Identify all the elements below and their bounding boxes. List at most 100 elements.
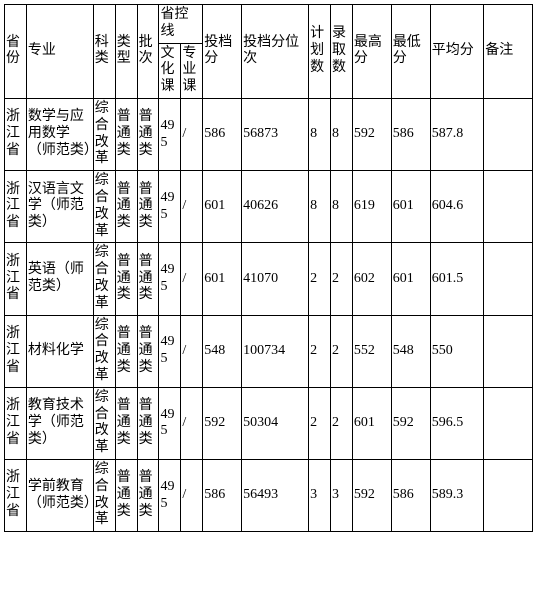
header-toudang-fen: 投档分 — [203, 5, 242, 99]
cell-toudang-weici: 56493 — [242, 459, 309, 531]
cell-subject: 综合改革 — [93, 171, 115, 243]
header-toudang-weici: 投档分位次 — [242, 5, 309, 99]
cell-culture: 495 — [159, 459, 181, 531]
table-row: 浙江省汉语言文学（师范类）综合改革普通类普通类495/6014062688619… — [5, 171, 533, 243]
cell-remark — [484, 315, 533, 387]
cell-subject: 综合改革 — [93, 243, 115, 315]
cell-avg-score: 596.5 — [430, 387, 484, 459]
cell-avg-score: 550 — [430, 315, 484, 387]
cell-type: 普通类 — [115, 98, 137, 170]
table-row: 浙江省教育技术学（师范类）综合改革普通类普通类495/5925030422601… — [5, 387, 533, 459]
cell-avg-score: 601.5 — [430, 243, 484, 315]
cell-subject: 综合改革 — [93, 315, 115, 387]
cell-type: 普通类 — [115, 387, 137, 459]
cell-major: 教育技术学（师范类） — [26, 387, 93, 459]
cell-type: 普通类 — [115, 171, 137, 243]
cell-toudang-fen: 592 — [203, 387, 242, 459]
cell-major: 材料化学 — [26, 315, 93, 387]
cell-major: 学前教育（师范类） — [26, 459, 93, 531]
header-remark: 备注 — [484, 5, 533, 99]
header-admit-num: 录取数 — [330, 5, 352, 99]
cell-culture: 495 — [159, 98, 181, 170]
cell-prof-course: / — [181, 387, 203, 459]
cell-batch: 普通类 — [137, 98, 159, 170]
cell-type: 普通类 — [115, 459, 137, 531]
cell-max-score: 601 — [352, 387, 391, 459]
cell-batch: 普通类 — [137, 243, 159, 315]
cell-province: 浙江省 — [5, 98, 27, 170]
header-max-score: 最高分 — [352, 5, 391, 99]
cell-prof-course: / — [181, 315, 203, 387]
cell-max-score: 602 — [352, 243, 391, 315]
cell-toudang-fen: 586 — [203, 98, 242, 170]
header-min-score: 最低分 — [391, 5, 430, 99]
cell-prof-course: / — [181, 459, 203, 531]
cell-major: 数学与应用数学（师范类） — [26, 98, 93, 170]
table-row: 浙江省英语（师范类）综合改革普通类普通类495/6014107022602601… — [5, 243, 533, 315]
header-major: 专业 — [26, 5, 93, 99]
cell-max-score: 552 — [352, 315, 391, 387]
cell-remark — [484, 171, 533, 243]
cell-min-score: 601 — [391, 243, 430, 315]
cell-type: 普通类 — [115, 315, 137, 387]
cell-province: 浙江省 — [5, 315, 27, 387]
table-header: 省份 专业 科类 类型 批次 省控线 投档分 投档分位次 计划数 录取数 最高分… — [5, 5, 533, 99]
cell-batch: 普通类 — [137, 315, 159, 387]
cell-toudang-fen: 601 — [203, 171, 242, 243]
cell-toudang-fen: 548 — [203, 315, 242, 387]
cell-min-score: 586 — [391, 459, 430, 531]
cell-admit-num: 8 — [330, 98, 352, 170]
cell-province: 浙江省 — [5, 171, 27, 243]
table-row: 浙江省材料化学综合改革普通类普通类495/5481007342255254855… — [5, 315, 533, 387]
cell-batch: 普通类 — [137, 459, 159, 531]
cell-avg-score: 604.6 — [430, 171, 484, 243]
header-prof-course: 专业课 — [181, 43, 203, 98]
cell-toudang-fen: 586 — [203, 459, 242, 531]
cell-toudang-fen: 601 — [203, 243, 242, 315]
header-control-line: 省控线 — [159, 5, 203, 44]
header-culture: 文化课 — [159, 43, 181, 98]
cell-remark — [484, 98, 533, 170]
cell-culture: 495 — [159, 243, 181, 315]
cell-plan-num: 2 — [309, 243, 331, 315]
cell-max-score: 592 — [352, 459, 391, 531]
cell-admit-num: 2 — [330, 315, 352, 387]
cell-plan-num: 3 — [309, 459, 331, 531]
header-type: 类型 — [115, 5, 137, 99]
cell-toudang-weici: 56873 — [242, 98, 309, 170]
cell-remark — [484, 387, 533, 459]
cell-admit-num: 2 — [330, 243, 352, 315]
cell-culture: 495 — [159, 171, 181, 243]
cell-subject: 综合改革 — [93, 387, 115, 459]
cell-culture: 495 — [159, 387, 181, 459]
cell-avg-score: 587.8 — [430, 98, 484, 170]
table-row: 浙江省学前教育（师范类）综合改革普通类普通类495/58656493335925… — [5, 459, 533, 531]
cell-admit-num: 8 — [330, 171, 352, 243]
cell-subject: 综合改革 — [93, 459, 115, 531]
cell-admit-num: 2 — [330, 387, 352, 459]
table-row: 浙江省数学与应用数学（师范类）综合改革普通类普通类495/58656873885… — [5, 98, 533, 170]
cell-min-score: 586 — [391, 98, 430, 170]
cell-min-score: 548 — [391, 315, 430, 387]
cell-batch: 普通类 — [137, 171, 159, 243]
cell-remark — [484, 459, 533, 531]
header-province: 省份 — [5, 5, 27, 99]
cell-max-score: 619 — [352, 171, 391, 243]
cell-prof-course: / — [181, 243, 203, 315]
cell-max-score: 592 — [352, 98, 391, 170]
cell-min-score: 601 — [391, 171, 430, 243]
cell-plan-num: 8 — [309, 98, 331, 170]
header-plan-num: 计划数 — [309, 5, 331, 99]
cell-province: 浙江省 — [5, 243, 27, 315]
header-batch: 批次 — [137, 5, 159, 99]
cell-culture: 495 — [159, 315, 181, 387]
cell-major: 英语（师范类） — [26, 243, 93, 315]
table-body: 浙江省数学与应用数学（师范类）综合改革普通类普通类495/58656873885… — [5, 98, 533, 531]
cell-prof-course: / — [181, 98, 203, 170]
cell-province: 浙江省 — [5, 387, 27, 459]
cell-plan-num: 2 — [309, 387, 331, 459]
cell-batch: 普通类 — [137, 387, 159, 459]
cell-type: 普通类 — [115, 243, 137, 315]
cell-prof-course: / — [181, 171, 203, 243]
cell-subject: 综合改革 — [93, 98, 115, 170]
